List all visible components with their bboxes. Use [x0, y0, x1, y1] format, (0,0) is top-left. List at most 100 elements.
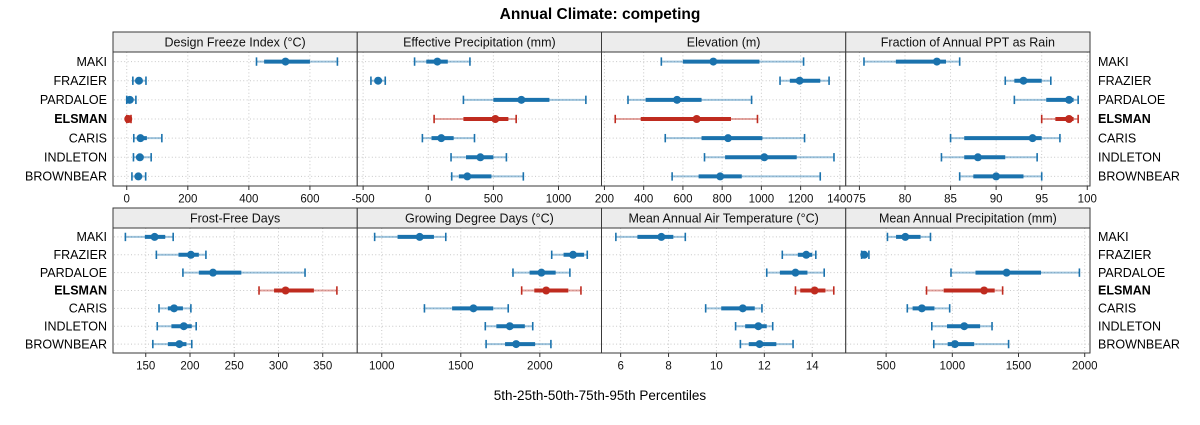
axis-tick-label: 85	[944, 194, 957, 206]
axis-tick-label: 12	[758, 361, 771, 373]
panel-elevation-m: Elevation (m) 200 400 600 800 1000 1200 1400	[595, 31, 853, 206]
panel-strip-title: Fraction of Annual PPT as Rain	[881, 36, 1055, 50]
panel-strip-title: Growing Degree Days (°C)	[405, 212, 554, 226]
site-label-right: PARDALOE	[1098, 93, 1165, 107]
median-dot	[1065, 115, 1074, 123]
axis-tick-label: -500	[352, 194, 375, 206]
axis-tick-label: 1400	[827, 194, 853, 206]
panel-strip-title: Elevation (m)	[687, 36, 761, 50]
site-label-left: MAKI	[76, 230, 107, 244]
axis-tick-label: 200	[178, 194, 197, 206]
axis-tick-label: 1500	[1006, 361, 1032, 373]
median-dot	[186, 250, 195, 259]
site-label-right: FRAZIER	[1098, 74, 1151, 88]
median-dot	[437, 134, 446, 143]
median-dot	[724, 134, 733, 143]
median-dot	[281, 57, 290, 66]
site-label-right: CARIS	[1098, 131, 1136, 145]
median-dot	[175, 340, 184, 349]
median-dot	[209, 268, 218, 277]
axis-tick-label: 0	[425, 194, 431, 206]
median-dot	[135, 153, 144, 162]
median-dot	[795, 76, 804, 85]
site-label-right: MAKI	[1098, 55, 1129, 69]
axis-tick-label: 1000	[546, 194, 572, 206]
axis-tick-label: 300	[269, 361, 288, 373]
median-dot	[415, 232, 424, 241]
site-label-right: PARDALOE	[1098, 266, 1165, 280]
axis-tick-label: 1000	[369, 361, 395, 373]
site-label-left: BROWNBEAR	[25, 170, 107, 184]
site-label-left: PARDALOE	[40, 93, 107, 107]
site-label-left: CARIS	[69, 131, 107, 145]
median-dot	[960, 322, 969, 331]
axis-tick-label: 600	[673, 194, 692, 206]
axis-tick-label: 600	[300, 194, 319, 206]
panel-strip	[845, 207, 1091, 229]
median-dot	[860, 250, 869, 259]
site-label-left: PARDALOE	[40, 266, 107, 280]
axis-tick-label: 6	[617, 361, 623, 373]
panel-mean-annual-air-temperature-c: Mean Annual Air Temperature (°C) 6 8 10 12 14	[601, 207, 847, 373]
median-dot	[469, 304, 478, 313]
axis-tick-label: 10	[710, 361, 723, 373]
median-dot	[673, 95, 682, 104]
panel-background	[113, 228, 358, 353]
axis-tick-label: 150	[136, 361, 155, 373]
site-label-left: MAKI	[76, 55, 107, 69]
median-dot	[136, 134, 145, 143]
site-label-right: INDLETON	[1098, 319, 1161, 333]
axis-tick-label: 95	[1035, 194, 1048, 206]
site-label-left: FRAZIER	[54, 74, 107, 88]
median-dot	[760, 153, 769, 162]
site-label-right: FRAZIER	[1098, 248, 1151, 262]
axis-tick-label: 500	[877, 361, 896, 373]
median-dot	[901, 232, 910, 241]
median-dot	[537, 268, 546, 277]
panel-strip-title: Mean Annual Air Temperature (°C)	[628, 212, 818, 226]
site-label-right: ELSMAN	[1098, 112, 1151, 126]
axis-tick-label: 200	[180, 361, 199, 373]
median-dot	[755, 340, 764, 349]
site-label-left: BROWNBEAR	[25, 337, 107, 351]
axis-tick-label: 400	[634, 194, 653, 206]
axis-tick-label: 200	[595, 194, 614, 206]
panel-fraction-of-annual-ppt-as-rain: Fraction of Annual PPT as Rain 75 80 85 90 95…	[845, 31, 1097, 206]
site-label-right: BROWNBEAR	[1098, 337, 1180, 351]
median-dot	[917, 304, 926, 313]
panel-background	[113, 52, 358, 186]
median-dot	[150, 232, 159, 241]
median-dot	[179, 322, 188, 331]
median-dot	[433, 57, 442, 66]
median-dot	[517, 95, 526, 104]
axis-tick-label: 2000	[1072, 361, 1098, 373]
site-label-left: FRAZIER	[54, 248, 107, 262]
median-dot	[802, 250, 811, 259]
x-axis-label: 5th-25th-50th-75th-95th Percentiles	[493, 388, 707, 403]
median-dot	[1002, 268, 1011, 277]
median-dot	[374, 76, 383, 85]
axis-tick-label: 14	[806, 361, 819, 373]
axis-tick-label: 8	[665, 361, 671, 373]
median-dot	[281, 286, 290, 295]
median-dot	[542, 286, 551, 295]
axis-tick-label: 75	[853, 194, 866, 206]
axis-tick-label: 0	[124, 194, 130, 206]
panel-strip	[845, 31, 1091, 53]
panel-design-freeze-index-c: Design Freeze Index (°C) 0 200 400 600	[112, 31, 358, 206]
median-dot	[709, 57, 718, 66]
axis-tick-label: 90	[990, 194, 1003, 206]
panel-strip-title: Effective Precipitation (mm)	[403, 36, 556, 50]
median-dot	[505, 322, 514, 331]
site-label-left: ELSMAN	[54, 284, 107, 298]
axis-tick-label: 250	[225, 361, 244, 373]
median-dot	[170, 304, 179, 313]
panel-background	[845, 52, 1090, 186]
axis-tick-label: 800	[713, 194, 732, 206]
axis-tick-label: 80	[899, 194, 912, 206]
median-dot	[1028, 134, 1037, 143]
median-dot	[491, 115, 500, 123]
site-label-right: INDLETON	[1098, 150, 1161, 164]
